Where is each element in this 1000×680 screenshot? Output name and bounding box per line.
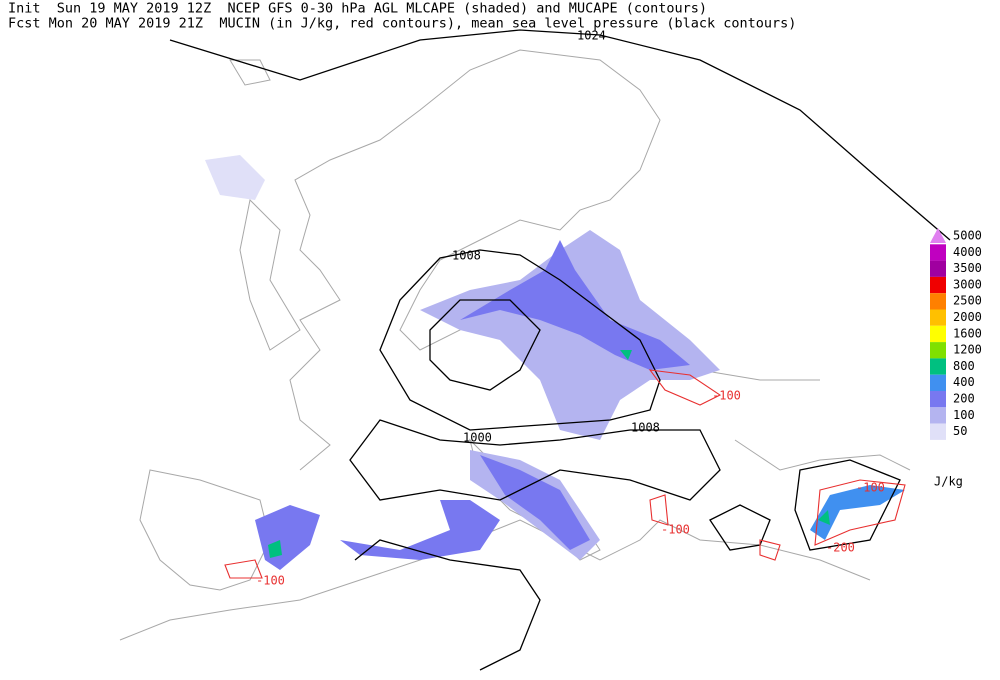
cape-area	[460, 240, 690, 370]
isobar-label: 1024	[577, 29, 606, 43]
isobar	[379, 249, 661, 431]
legend-swatch	[930, 309, 946, 326]
coastline	[229, 59, 911, 471]
legend-swatch	[930, 407, 946, 424]
legend-label: 800	[953, 359, 975, 373]
legend-label: 100	[953, 408, 975, 422]
cape-area	[340, 500, 500, 560]
legend-label: 2500	[953, 294, 982, 308]
isobars	[169, 29, 951, 671]
legend-swatch	[930, 358, 946, 375]
legend-label: 3000	[953, 277, 982, 291]
legend-swatch	[930, 244, 946, 261]
coastline	[119, 519, 871, 641]
legend-label: 2000	[953, 310, 982, 324]
cin-label: -200	[826, 541, 855, 555]
legend-label: 400	[953, 375, 975, 389]
coastline	[139, 469, 271, 591]
header-line: Init Sun 19 MAY 2019 12Z NCEP GFS 0-30 h…	[8, 1, 707, 17]
legend-label: 4000	[953, 245, 982, 259]
legend-label: 50	[953, 424, 967, 438]
isobar	[349, 419, 721, 501]
cin-contours	[224, 369, 906, 579]
cape-area	[255, 505, 320, 570]
legend-swatch	[930, 423, 946, 440]
legend-swatch	[930, 228, 946, 243]
cin-contour	[224, 369, 906, 579]
legend-swatch	[930, 374, 946, 391]
legend-swatch	[930, 325, 946, 343]
coastline	[239, 198, 301, 351]
cape-shading	[205, 155, 905, 570]
cin-label: -100	[712, 389, 741, 403]
isobar-label: 1008	[452, 249, 481, 263]
legend-label: 5000	[953, 229, 982, 243]
legend-swatch	[930, 342, 946, 359]
cin-label: -100	[256, 574, 285, 588]
cin-label: -100	[856, 481, 885, 495]
legend-unit: J/kg	[934, 475, 963, 489]
isobar	[429, 299, 541, 391]
legend-label: 1200	[953, 343, 982, 357]
legend: 5000 4000 3500 3000 2500 2000 1600 1200 800 400 20…	[930, 228, 982, 440]
isobar	[709, 459, 901, 551]
legend-label: 200	[953, 392, 975, 406]
cape-area	[810, 485, 905, 540]
isobar-label: 1008	[631, 421, 660, 435]
legend-swatch	[930, 391, 946, 408]
isobar	[354, 539, 541, 671]
isobar	[169, 29, 951, 241]
legend-swatch	[930, 293, 946, 310]
legend-label: 1600	[953, 326, 982, 340]
legend-swatch	[930, 276, 946, 294]
legend-swatch	[930, 260, 946, 277]
cape-area	[205, 155, 265, 200]
cape-area	[420, 230, 720, 440]
legend-label: 3500	[953, 261, 982, 275]
isobar-label: 1000	[463, 431, 492, 445]
cin-label: -100	[661, 523, 690, 537]
cape-area	[480, 455, 590, 550]
header-line: Fcst Mon 20 MAY 2019 21Z MUCIN (in J/kg,…	[8, 16, 796, 32]
